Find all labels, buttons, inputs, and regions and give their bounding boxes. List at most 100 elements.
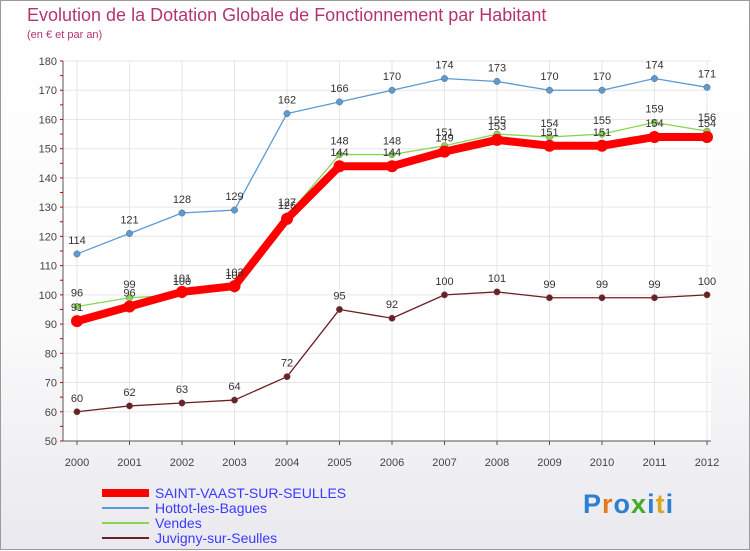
data-label: 99	[596, 279, 608, 291]
data-label: 91	[71, 302, 83, 314]
x-tick-label: 2004	[275, 457, 299, 469]
data-label: 144	[330, 147, 348, 159]
data-label: 155	[488, 115, 506, 127]
data-label: 148	[383, 136, 401, 148]
data-label: 154	[698, 118, 716, 130]
data-point	[546, 294, 553, 302]
data-label: 72	[281, 358, 293, 370]
data-point	[126, 230, 133, 237]
y-tick-label: 140	[39, 173, 57, 185]
data-label: 63	[176, 384, 188, 396]
x-tick-label: 2008	[485, 457, 509, 469]
x-tick-label: 2005	[327, 457, 351, 469]
y-tick-label: 120	[39, 231, 57, 243]
data-point	[231, 396, 238, 404]
x-tick-label: 2011	[643, 457, 667, 469]
y-tick-label: 150	[39, 144, 57, 156]
legend-label: SAINT-VAAST-SUR-SEULLES	[155, 485, 346, 501]
data-point	[333, 160, 346, 173]
x-tick-label: 2012	[695, 457, 719, 469]
data-point	[281, 212, 293, 225]
data-point	[283, 110, 291, 118]
x-tick-label: 2006	[380, 457, 404, 469]
y-tick-label: 50	[45, 436, 57, 448]
data-point	[598, 130, 606, 138]
data-label: 151	[593, 127, 611, 139]
data-point	[651, 294, 658, 302]
data-point	[71, 315, 83, 328]
data-point	[176, 285, 188, 298]
data-point	[178, 399, 186, 407]
logo-letter: t	[655, 489, 666, 519]
data-label: 128	[173, 194, 191, 206]
y-tick-label: 130	[39, 202, 57, 214]
data-label: 129	[225, 191, 243, 203]
legend-label: Vendes	[155, 515, 202, 531]
data-label: 127	[278, 197, 296, 209]
logo-letter: x	[631, 489, 648, 519]
data-point	[493, 78, 501, 85]
data-label: 151	[435, 127, 453, 139]
logo-letter: i	[665, 489, 675, 519]
data-label: 156	[698, 112, 716, 124]
data-point	[231, 206, 238, 214]
data-label: 170	[540, 71, 558, 83]
x-tick-label: 2000	[65, 457, 89, 469]
data-point	[598, 86, 606, 94]
data-point	[73, 250, 81, 258]
y-tick-label: 180	[39, 56, 57, 68]
data-point	[703, 83, 711, 91]
data-label: 101	[488, 273, 506, 285]
data-label: 114	[68, 235, 86, 247]
data-point	[228, 280, 241, 293]
x-tick-label: 2001	[117, 457, 141, 469]
data-label: 149	[435, 133, 453, 145]
data-point	[336, 151, 343, 158]
y-tick-label: 170	[39, 85, 57, 97]
data-label: 99	[648, 279, 660, 291]
data-label: 60	[71, 393, 83, 405]
data-label: 170	[383, 71, 401, 83]
logo-letter: o	[613, 489, 632, 519]
data-label: 100	[698, 276, 716, 288]
data-point	[178, 209, 186, 217]
data-point	[386, 160, 398, 173]
data-point	[441, 291, 448, 299]
y-tick-label: 110	[39, 261, 57, 273]
data-label: 166	[330, 83, 348, 95]
data-point	[123, 300, 136, 313]
data-point	[73, 408, 81, 416]
data-label: 162	[278, 95, 296, 107]
logo-letter: P	[583, 489, 603, 519]
data-label: 171	[698, 68, 716, 80]
data-label: 95	[333, 290, 345, 302]
data-point	[336, 306, 343, 313]
x-tick-label: 2010	[590, 457, 614, 469]
data-point	[491, 133, 503, 146]
data-point	[283, 373, 291, 381]
data-point	[73, 303, 81, 310]
x-tick-label: 2003	[222, 457, 246, 469]
x-tick-label: 2007	[432, 457, 456, 469]
data-label: 103	[225, 267, 243, 279]
data-label: 100	[435, 276, 453, 288]
data-label: 100	[173, 276, 191, 288]
data-point	[438, 145, 451, 158]
logo-letter: i	[647, 489, 656, 519]
chart-subtitle: (en € et par an)	[27, 29, 103, 41]
data-label: 173	[488, 62, 506, 74]
data-label: 101	[173, 273, 191, 285]
data-label: 96	[71, 288, 83, 300]
data-label: 96	[123, 288, 135, 300]
y-tick-label: 70	[45, 378, 57, 390]
y-tick-label: 80	[45, 348, 57, 360]
data-point	[648, 131, 661, 143]
data-label: 99	[123, 279, 135, 291]
x-tick-label: 2009	[537, 457, 561, 469]
data-label: 92	[386, 299, 398, 311]
data-label: 148	[330, 136, 348, 148]
data-label: 155	[593, 115, 611, 127]
data-point	[703, 291, 711, 299]
